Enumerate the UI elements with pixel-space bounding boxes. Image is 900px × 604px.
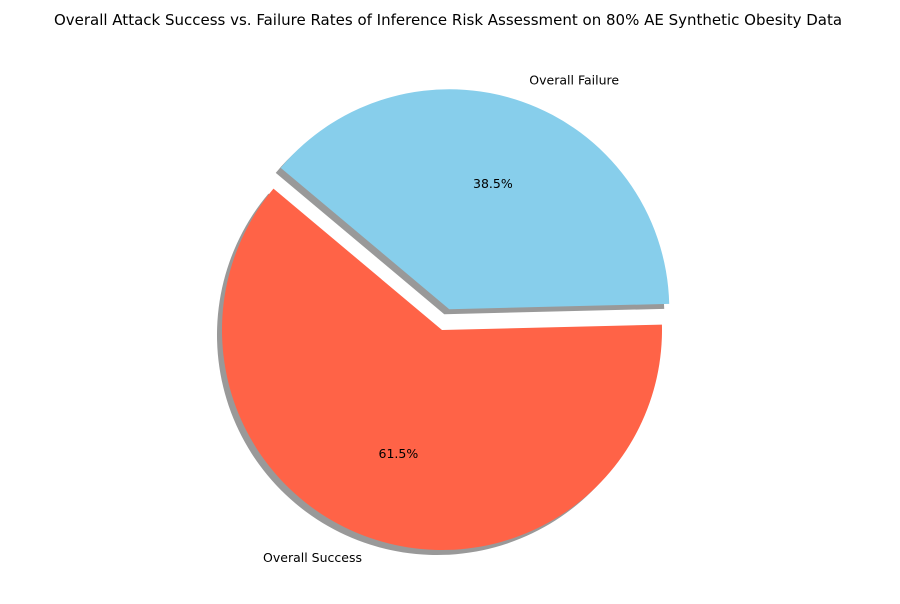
slice-percent-overall-failure: 38.5% xyxy=(473,176,513,191)
pie-slice-overall-failure xyxy=(280,89,670,310)
pie-slice-overall-success xyxy=(221,188,662,551)
slice-label-overall-success: Overall Success xyxy=(263,550,362,565)
slice-percent-overall-success: 61.5% xyxy=(379,446,419,461)
slices xyxy=(221,89,670,551)
chart-title: Overall Attack Success vs. Failure Rates… xyxy=(54,11,842,29)
slice-labels: Overall Success 61.5% Overall Failure 38.5% xyxy=(263,72,619,565)
slice-label-overall-failure: Overall Failure xyxy=(529,72,619,87)
